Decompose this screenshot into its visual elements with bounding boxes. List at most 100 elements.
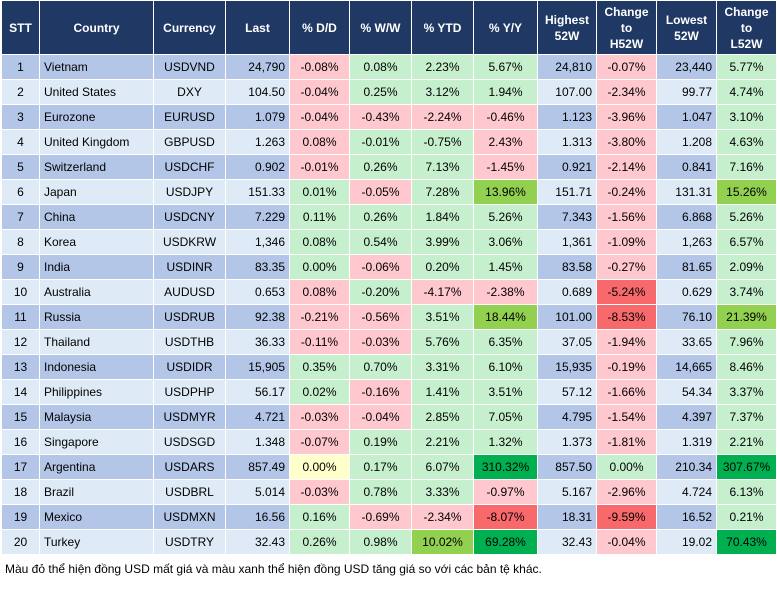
- table-row: 17 Argentina USDARS 857.49 0.00% 0.17% 6.07% 31…: [1, 454, 777, 480]
- col-header-change-low: Change to L52W: [716, 0, 777, 55]
- cell-yy: 7.05%: [473, 404, 538, 430]
- cell-country: United States: [39, 79, 154, 105]
- cell-stt: 18: [1, 479, 40, 505]
- cell-country: Vietnam: [39, 54, 154, 80]
- cell-yy: 2.43%: [473, 129, 538, 155]
- cell-yy: -0.46%: [473, 104, 538, 130]
- cell-currency: USDKRW: [153, 229, 226, 255]
- cell-chl: 7.37%: [716, 404, 777, 430]
- cell-high: 24,810: [537, 54, 597, 80]
- cell-yy: 3.51%: [473, 379, 538, 405]
- cell-yy: -2.38%: [473, 279, 538, 305]
- cell-dd: 0.08%: [289, 229, 350, 255]
- cell-chh: -8.53%: [596, 304, 657, 330]
- col-header-high: Highest 52W: [537, 0, 597, 55]
- cell-chh: -3.80%: [596, 129, 657, 155]
- cell-last: 0.653: [225, 279, 290, 305]
- col-header-low: Lowest 52W: [656, 0, 717, 55]
- cell-chl: 3.37%: [716, 379, 777, 405]
- cell-low: 33.65: [656, 329, 717, 355]
- cell-high: 4.795: [537, 404, 597, 430]
- cell-low: 99.77: [656, 79, 717, 105]
- cell-last: 857.49: [225, 454, 290, 480]
- cell-currency: USDJPY: [153, 179, 226, 205]
- cell-country: Brazil: [39, 479, 154, 505]
- header-label: to: [740, 20, 753, 35]
- cell-chl: 21.39%: [716, 304, 777, 330]
- table-row: 4 United Kingdom GBPUSD 1.263 0.08% -0.01% -0.…: [1, 129, 777, 155]
- cell-low: 0.629: [656, 279, 717, 305]
- cell-currency: USDRUB: [153, 304, 226, 330]
- col-header-ytd: % YTD: [411, 0, 474, 55]
- cell-ytd: -2.34%: [411, 504, 474, 530]
- table-row: 3 Eurozone EURUSD 1.079 -0.04% -0.43% -2.24% -0…: [1, 104, 777, 130]
- cell-dd: -0.08%: [289, 54, 350, 80]
- cell-chl: 3.10%: [716, 104, 777, 130]
- cell-chl: 5.26%: [716, 204, 777, 230]
- cell-ww: -0.01%: [349, 129, 412, 155]
- cell-last: 104.50: [225, 79, 290, 105]
- cell-country: Argentina: [39, 454, 154, 480]
- col-header-last: Last: [225, 0, 290, 55]
- cell-currency: USDIDR: [153, 354, 226, 380]
- cell-low: 4.724: [656, 479, 717, 505]
- col-header-country: Country: [39, 0, 154, 55]
- cell-last: 5.014: [225, 479, 290, 505]
- cell-chh: -2.34%: [596, 79, 657, 105]
- table-row: 10 Australia AUDUSD 0.653 0.08% -0.20% -4.17% -…: [1, 279, 777, 305]
- table-row: 20 Turkey USDTRY 32.43 0.26% 0.98% 10.02% 69.28…: [1, 529, 777, 555]
- cell-chh: -2.14%: [596, 154, 657, 180]
- cell-ytd: 0.20%: [411, 254, 474, 280]
- cell-stt: 3: [1, 104, 40, 130]
- cell-country: Eurozone: [39, 104, 154, 130]
- col-header-dd: % D/D: [289, 0, 350, 55]
- cell-stt: 1: [1, 54, 40, 80]
- cell-chh: -5.24%: [596, 279, 657, 305]
- cell-chl: 7.16%: [716, 154, 777, 180]
- header-label: % W/W: [360, 20, 401, 35]
- cell-currency: USDARS: [153, 454, 226, 480]
- cell-country: Switzerland: [39, 154, 154, 180]
- cell-ww: 0.78%: [349, 479, 412, 505]
- cell-ytd: 1.41%: [411, 379, 474, 405]
- cell-ww: -0.56%: [349, 304, 412, 330]
- cell-yy: 69.28%: [473, 529, 538, 555]
- cell-low: 16.52: [656, 504, 717, 530]
- cell-country: Thailand: [39, 329, 154, 355]
- cell-country: Mexico: [39, 504, 154, 530]
- cell-chh: -3.96%: [596, 104, 657, 130]
- cell-ww: -0.43%: [349, 104, 412, 130]
- header-label: Last: [245, 20, 270, 35]
- cell-currency: USDSGD: [153, 429, 226, 455]
- cell-last: 151.33: [225, 179, 290, 205]
- cell-high: 57.12: [537, 379, 597, 405]
- header-row: STT Country Currency Last % D/D % W/W % …: [1, 0, 777, 55]
- cell-low: 1.047: [656, 104, 717, 130]
- cell-chl: 3.74%: [716, 279, 777, 305]
- cell-last: 92.38: [225, 304, 290, 330]
- cell-ytd: -0.75%: [411, 129, 474, 155]
- cell-chl: 15.26%: [716, 179, 777, 205]
- cell-ytd: 3.12%: [411, 79, 474, 105]
- cell-yy: 6.35%: [473, 329, 538, 355]
- cell-stt: 8: [1, 229, 40, 255]
- cell-stt: 6: [1, 179, 40, 205]
- header-label: 52W: [674, 28, 699, 43]
- cell-low: 81.65: [656, 254, 717, 280]
- cell-country: Indonesia: [39, 354, 154, 380]
- header-label: L52W: [730, 36, 763, 51]
- cell-low: 4.397: [656, 404, 717, 430]
- cell-last: 4.721: [225, 404, 290, 430]
- cell-stt: 9: [1, 254, 40, 280]
- cell-ww: 0.25%: [349, 79, 412, 105]
- cell-stt: 11: [1, 304, 40, 330]
- table-row: 18 Brazil USDBRL 5.014 -0.03% 0.78% 3.33% -0.97…: [1, 479, 777, 505]
- cell-chh: -1.81%: [596, 429, 657, 455]
- cell-stt: 17: [1, 454, 40, 480]
- cell-last: 15,905: [225, 354, 290, 380]
- cell-currency: USDMXN: [153, 504, 226, 530]
- cell-currency: EURUSD: [153, 104, 226, 130]
- cell-stt: 4: [1, 129, 40, 155]
- cell-ww: 0.08%: [349, 54, 412, 80]
- cell-chh: -1.09%: [596, 229, 657, 255]
